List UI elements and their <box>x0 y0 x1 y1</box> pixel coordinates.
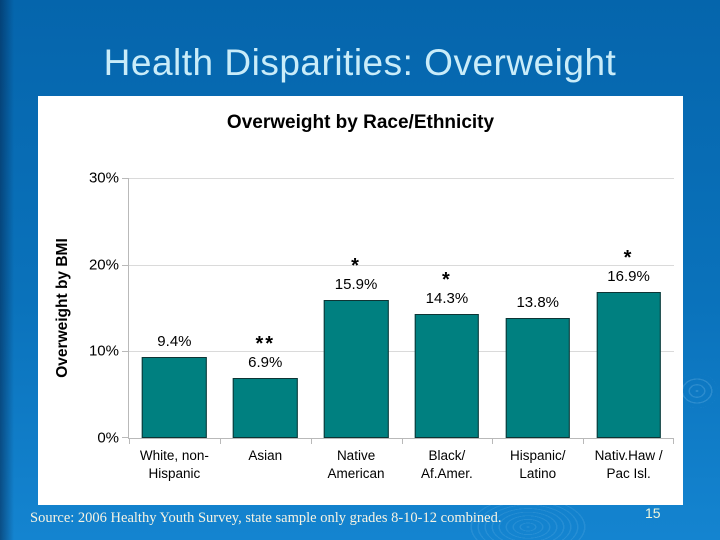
y-tick-mark <box>122 437 128 438</box>
y-tick-label: 10% <box>88 342 119 360</box>
bar-column: 9.4% White, non- Hispanic <box>129 178 220 481</box>
bar <box>323 300 389 438</box>
bar-value-label: 6.9% <box>248 354 283 372</box>
y-tick-mark <box>122 351 128 353</box>
left-edge-shading <box>0 0 14 540</box>
y-tick-mark <box>122 264 128 266</box>
x-tick-mark <box>129 439 130 444</box>
bar-column: ** 6.9% Asian <box>220 178 311 463</box>
gridline <box>129 264 674 266</box>
x-tick-mark <box>402 439 403 444</box>
gridline <box>129 178 674 179</box>
category-label: White, non- Hispanic <box>139 448 209 481</box>
gridline <box>129 351 674 353</box>
y-tick-mark <box>122 178 128 179</box>
bar-value-label: 15.9% <box>334 276 378 294</box>
bar-column: * 15.9% Native American <box>311 178 402 481</box>
plot-area: 0% 10% 20% 30% 9.4% White, non- Hispanic **… <box>89 170 674 481</box>
bar <box>142 356 207 438</box>
significance-asterisk: * <box>442 269 452 292</box>
category-label: Asian <box>248 448 283 463</box>
bar-value-label: 14.3% <box>425 290 469 308</box>
category-label: Nativ.Haw / Pac Isl. <box>594 448 663 481</box>
bar-value-label: 16.9% <box>607 267 650 285</box>
x-tick-mark <box>673 439 674 444</box>
bar <box>596 291 661 438</box>
slide-title: Health Disparities: Overweight <box>103 42 617 83</box>
x-tick-mark <box>311 439 312 444</box>
significance-asterisk: * <box>623 246 634 269</box>
x-tick-mark <box>583 439 584 444</box>
swirl-decoration <box>676 374 718 408</box>
bar-column: * 16.9% Nativ.Haw / Pac Isl. <box>583 178 674 481</box>
category-label: Black/ Af.Amer. <box>421 448 473 481</box>
bar-column: 13.8% Hispanic/ Latino <box>492 178 583 481</box>
y-tick-label: 30% <box>88 169 119 187</box>
category-label: Native American <box>327 448 385 481</box>
y-tick-label: 0% <box>97 429 119 447</box>
category-label: Hispanic/ Latino <box>509 448 566 481</box>
bar-column: * 14.3% Black/ Af.Amer. <box>402 178 493 481</box>
y-tick-label: 20% <box>88 256 119 274</box>
significance-asterisk: ** <box>255 333 276 356</box>
y-axis-title: Overweight by BMI <box>54 238 71 378</box>
bar-value-label: 13.8% <box>516 294 560 312</box>
chart-panel: Overweight by Race/Ethnicity Overweight … <box>38 96 683 505</box>
source-citation: Source: 2006 Healthy Youth Survey, state… <box>30 510 502 526</box>
bar <box>505 318 570 438</box>
bar-value-label: 9.4% <box>157 332 192 350</box>
significance-asterisk: * <box>351 255 361 278</box>
chart-title: Overweight by Race/Ethnicity <box>226 112 495 133</box>
bar <box>232 378 298 438</box>
x-tick-mark <box>220 439 221 444</box>
page-number: 15 <box>645 505 661 521</box>
x-tick-mark <box>492 439 493 444</box>
bar <box>414 314 480 438</box>
